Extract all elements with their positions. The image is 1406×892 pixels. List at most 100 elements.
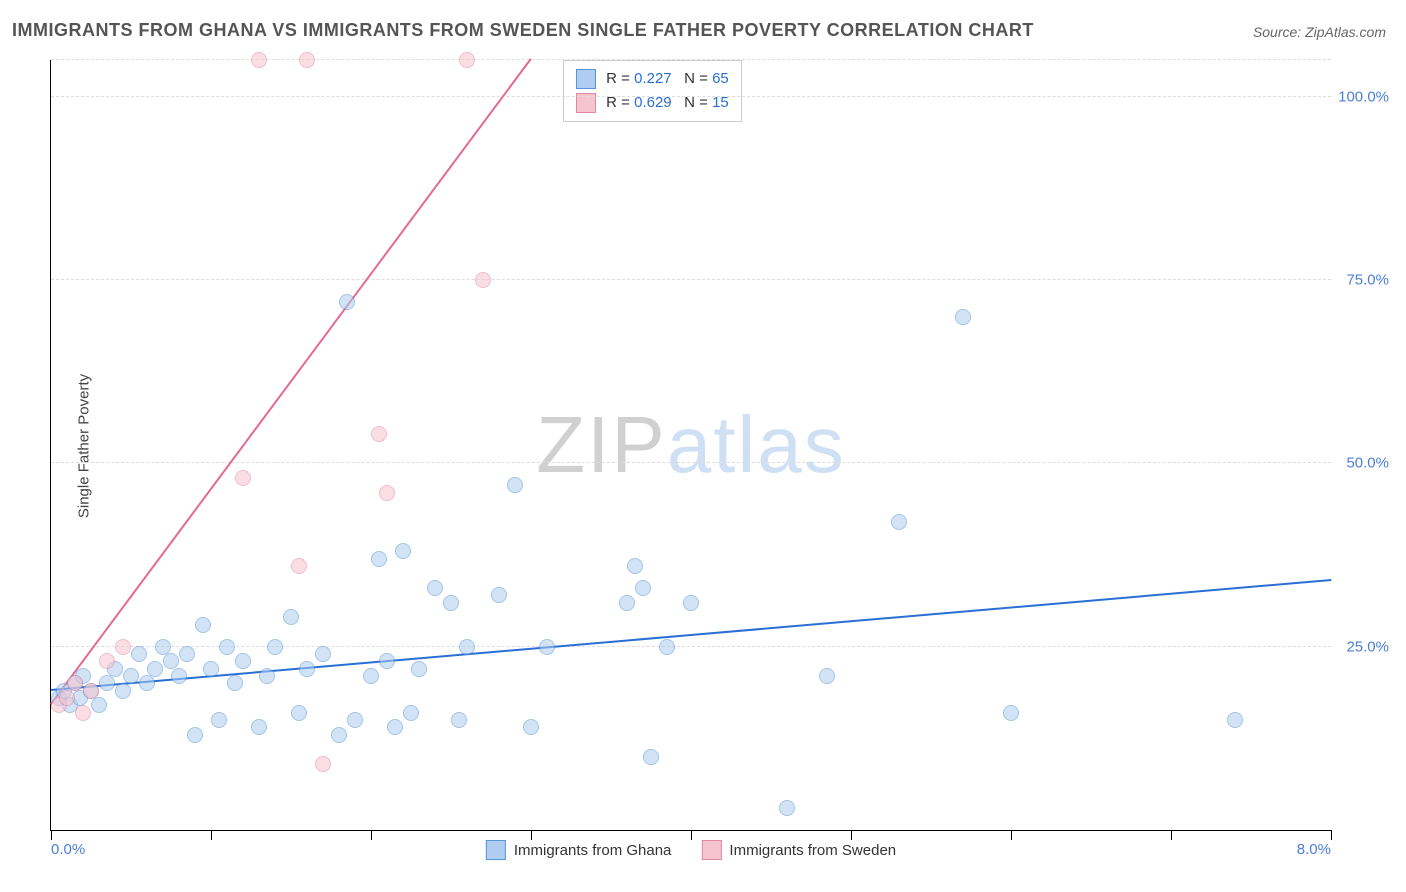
data-point	[459, 639, 475, 655]
watermark-part2: atlas	[667, 400, 846, 489]
stats-legend-row: R = 0.227 N = 65	[576, 67, 729, 91]
legend-item: Immigrants from Ghana	[486, 840, 672, 860]
data-point	[291, 558, 307, 574]
stats-text: R = 0.227 N = 65	[602, 67, 729, 91]
legend-label: Immigrants from Sweden	[729, 842, 896, 859]
data-point	[627, 558, 643, 574]
x-tick	[851, 830, 852, 840]
correlation-stats-legend: R = 0.227 N = 65 R = 0.629 N = 15	[563, 60, 742, 122]
x-tick-label: 0.0%	[51, 841, 85, 858]
data-point	[451, 712, 467, 728]
scatter-plot-area: ZIPatlas R = 0.227 N = 65 R = 0.629 N = …	[50, 60, 1331, 831]
x-tick-label: 8.0%	[1297, 841, 1331, 858]
data-point	[523, 719, 539, 735]
x-tick	[1171, 830, 1172, 840]
data-point	[147, 661, 163, 677]
data-point	[315, 756, 331, 772]
legend-swatch	[576, 69, 596, 89]
data-point	[179, 646, 195, 662]
data-point	[371, 426, 387, 442]
data-point	[1227, 712, 1243, 728]
data-point	[67, 675, 83, 691]
series-legend: Immigrants from Ghana Immigrants from Swe…	[486, 840, 896, 860]
data-point	[819, 668, 835, 684]
data-point	[379, 485, 395, 501]
data-point	[347, 712, 363, 728]
data-point	[251, 719, 267, 735]
data-point	[203, 661, 219, 677]
data-point	[283, 609, 299, 625]
data-point	[891, 514, 907, 530]
stats-legend-row: R = 0.629 N = 15	[576, 91, 729, 115]
data-point	[659, 639, 675, 655]
legend-swatch	[701, 840, 721, 860]
legend-item: Immigrants from Sweden	[701, 840, 896, 860]
data-point	[339, 294, 355, 310]
chart-title: IMMIGRANTS FROM GHANA VS IMMIGRANTS FROM…	[12, 20, 1034, 41]
data-point	[267, 639, 283, 655]
x-tick	[531, 830, 532, 840]
data-point	[539, 639, 555, 655]
data-point	[195, 617, 211, 633]
data-point	[643, 749, 659, 765]
trend-line	[50, 58, 532, 705]
x-tick	[691, 830, 692, 840]
data-point	[387, 719, 403, 735]
data-point	[91, 697, 107, 713]
data-point	[379, 653, 395, 669]
x-tick	[1011, 830, 1012, 840]
data-point	[299, 661, 315, 677]
x-tick	[211, 830, 212, 840]
gridline	[51, 96, 1331, 97]
data-point	[235, 653, 251, 669]
stats-text: R = 0.629 N = 15	[602, 91, 729, 115]
data-point	[491, 587, 507, 603]
y-tick-label: 100.0%	[1338, 88, 1389, 105]
data-point	[619, 595, 635, 611]
data-point	[299, 52, 315, 68]
data-point	[75, 705, 91, 721]
x-tick	[51, 830, 52, 840]
data-point	[171, 668, 187, 684]
data-point	[395, 543, 411, 559]
data-point	[371, 551, 387, 567]
data-point	[683, 595, 699, 611]
data-point	[291, 705, 307, 721]
data-point	[635, 580, 651, 596]
data-point	[211, 712, 227, 728]
data-point	[363, 668, 379, 684]
data-point	[99, 675, 115, 691]
y-tick-label: 50.0%	[1346, 455, 1389, 472]
data-point	[115, 639, 131, 655]
data-point	[115, 683, 131, 699]
data-point	[99, 653, 115, 669]
data-point	[59, 690, 75, 706]
data-point	[507, 477, 523, 493]
data-point	[123, 668, 139, 684]
gridline	[51, 646, 1331, 647]
data-point	[219, 639, 235, 655]
data-point	[163, 653, 179, 669]
data-point	[187, 727, 203, 743]
legend-swatch	[486, 840, 506, 860]
x-tick	[1331, 830, 1332, 840]
data-point	[331, 727, 347, 743]
legend-label: Immigrants from Ghana	[514, 842, 672, 859]
y-tick-label: 25.0%	[1346, 638, 1389, 655]
data-point	[459, 52, 475, 68]
watermark: ZIPatlas	[536, 399, 845, 491]
data-point	[411, 661, 427, 677]
data-point	[779, 800, 795, 816]
data-point	[83, 683, 99, 699]
watermark-part1: ZIP	[536, 400, 666, 489]
data-point	[155, 639, 171, 655]
x-tick	[371, 830, 372, 840]
data-point	[427, 580, 443, 596]
data-point	[955, 309, 971, 325]
y-tick-label: 75.0%	[1346, 272, 1389, 289]
data-point	[443, 595, 459, 611]
data-point	[403, 705, 419, 721]
data-point	[259, 668, 275, 684]
data-point	[131, 646, 147, 662]
data-point	[235, 470, 251, 486]
